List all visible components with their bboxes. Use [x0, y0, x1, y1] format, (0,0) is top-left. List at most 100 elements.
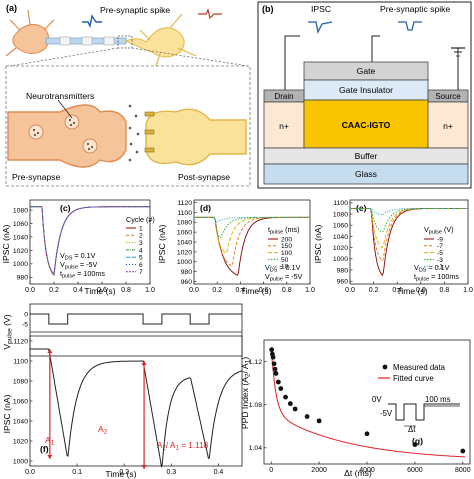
- panel-g-ylabel: PPD Index (A2/ A1): [240, 357, 252, 429]
- panel-d-y-tick-label: 1060: [177, 230, 192, 237]
- post-synapse-label: Post-synapse: [178, 172, 230, 182]
- panel-c-legend-item: 4: [139, 247, 143, 254]
- panel-d-legend-title: tpulse (ms): [268, 225, 300, 236]
- channel-label: CAAC-IGTO: [342, 120, 391, 130]
- panel-g-data-point: [283, 394, 288, 400]
- panel-b-spike-label: Pre-synaptic spike: [380, 4, 450, 14]
- n-plus-right-label: n+: [443, 121, 453, 131]
- panel-f-ylabel-top: Vpulse (V): [2, 314, 14, 349]
- panel-e-x-tick-label: 0.8: [440, 287, 450, 294]
- vesicles: [28, 114, 98, 154]
- panel-a-label: (a): [6, 3, 17, 13]
- panel-d-x-tick-label: 0.6: [259, 287, 269, 294]
- panel-g-x-tick-label: 0: [269, 467, 273, 474]
- panel-e-ann-tpulse: tpulse = 100ms: [414, 272, 459, 283]
- panel-f-arrowhead-top-2: [141, 361, 147, 365]
- panel-f-arrowhead-top-1: [47, 349, 53, 353]
- panel-f-x-tick-label: 0.1: [72, 469, 82, 476]
- panel-g-data-point: [460, 448, 466, 454]
- panel-e-y-tick-label: 1020: [333, 245, 348, 252]
- panel-e-series--5: [350, 207, 468, 249]
- panel-g-inset-0v: 0V: [372, 395, 382, 404]
- panel-e-legend-item: -9: [437, 236, 443, 243]
- panel-f-xlabel: Time (s): [105, 469, 136, 479]
- panel-f-top-axes: 0-5: [22, 303, 243, 357]
- panel-e-legend-item: -3: [437, 257, 443, 264]
- panel-d-legend-item: 50: [281, 257, 289, 264]
- ipsc-trace-icon: [308, 21, 333, 34]
- panel-d-legend-item: 200: [281, 236, 292, 243]
- panel-e-y-tick-label: 1100: [333, 200, 348, 207]
- panel-d-ann-vpulse: Vpulse = -5V: [265, 272, 303, 283]
- gate-insulator-label: Gate Insulator: [339, 85, 393, 95]
- panel-d-series-10: [194, 216, 310, 224]
- buffer-label: Buffer: [355, 151, 378, 161]
- pre-synapse-label: Pre-synapse: [12, 172, 60, 182]
- panel-e-x-tick-label: 0.4: [392, 287, 402, 294]
- panel-d-xlabel: Time (s): [240, 286, 271, 296]
- panel-e-axes: 0.0 0.2 0.4 0.6 0.8 1.0 960 980 1000 1020 1040 1060…: [333, 199, 473, 294]
- panel-g-axes: 0 2000 4000 6000 8000 1.04 1.08 1.12: [249, 339, 471, 474]
- panel-c-legend-item: 1: [139, 225, 143, 232]
- panel-c-legend-item: 5: [139, 255, 143, 262]
- panel-g-x-tick-label: 8000: [455, 467, 471, 474]
- panel-e-y-tick-label: 1080: [333, 211, 348, 218]
- panel-c-ylabel: IPSC (nA): [1, 225, 11, 264]
- glass-label: Glass: [355, 169, 377, 179]
- panel-c-legend-item: 6: [139, 262, 143, 269]
- panel-g-x-tick-label: 6000: [407, 467, 423, 474]
- panel-e-legend-title: Vpulse (V): [424, 225, 454, 236]
- panel-e-y-tick-label: 1060: [333, 223, 348, 230]
- zoom-box: [117, 35, 133, 49]
- panel-g-data-point: [273, 371, 279, 376]
- panel-f-a1-label: A1: [45, 435, 55, 447]
- panel-g-inset-neg5v: -5V: [380, 409, 393, 418]
- panel-f-arrowhead-bottom-1: [47, 455, 53, 459]
- panel-g-data-point: [292, 406, 298, 412]
- panel-g-data-point: [316, 418, 322, 424]
- panel-g-y-tick-label: 1.12: [249, 359, 262, 366]
- panel-f-top-y-tick-label: 0: [24, 311, 28, 318]
- panel-d-series-50: [194, 216, 310, 239]
- panel-c-y-tick-label: 1000: [13, 261, 28, 268]
- panel-e-ann-vds: VDS = 0.1V: [414, 263, 450, 274]
- panel-g-inset-dt: Δt: [408, 425, 416, 434]
- panel-e-plot-frame: [349, 199, 469, 285]
- panel-a: Pre-synaptic spike (a) Neurotrans: [3, 2, 253, 188]
- panel-d-series-150: [194, 216, 310, 267]
- panel-d-label: (d): [200, 203, 211, 213]
- presynaptic-spike-label: Pre-synaptic spike: [100, 5, 170, 15]
- n-plus-right: [427, 101, 469, 149]
- panel-f-top-y-tick-label: -5: [22, 321, 28, 328]
- panel-g-y-tick-label: 1.04: [249, 445, 262, 452]
- panel-e-series--7: [350, 207, 468, 262]
- panel-g-data-point: [269, 347, 275, 353]
- panel-g-fitted-curve: [270, 349, 466, 458]
- panel-c-x-tick-label: 0.0: [25, 287, 35, 294]
- panel-e-series--9: [350, 207, 468, 277]
- panel-c-ann-vds: VDS = 0.1V: [60, 251, 96, 262]
- zoom-frame: [5, 65, 251, 187]
- panel-c-label: (c): [60, 203, 71, 213]
- panel-f-axes: 0.0 0.1 0.2 0.3 0.4 1000 1020 1040 1060 1080 1100 1…: [13, 335, 243, 476]
- panel-f-top-frame: [29, 303, 243, 357]
- panel-d-legend-item: 10: [281, 264, 289, 271]
- panel-d-ylabel: IPSC (nA): [157, 225, 167, 264]
- panel-f-a2-label: A2: [98, 424, 108, 436]
- panel-d-x-tick-label: 0.2: [212, 287, 222, 294]
- panel-f-x-tick-label: 0.3: [166, 469, 176, 476]
- panel-g-data-point: [278, 386, 284, 391]
- panel-e-x-tick-label: 1.0: [463, 287, 473, 294]
- panel-f-y-tick-label: 1040: [13, 418, 28, 425]
- panel-e-y-tick-label: 1040: [333, 234, 348, 241]
- panel-f-x-tick-label: 0.0: [25, 469, 35, 476]
- panel-c-plot-frame: [29, 199, 151, 285]
- panel-e-legend-item: -5: [437, 250, 443, 257]
- panel-d-legend-item: 150: [281, 243, 292, 250]
- panel-g-data-point: [270, 354, 276, 360]
- panel-c-y-tick-label: 1040: [13, 234, 28, 241]
- panel-c-ann-tpulse: tpulse = 100ms: [60, 269, 105, 280]
- panel-c-x-tick-label: 0.2: [49, 287, 59, 294]
- panel-g-x-tick-label: 4000: [359, 467, 375, 474]
- spike-icon: [82, 14, 102, 29]
